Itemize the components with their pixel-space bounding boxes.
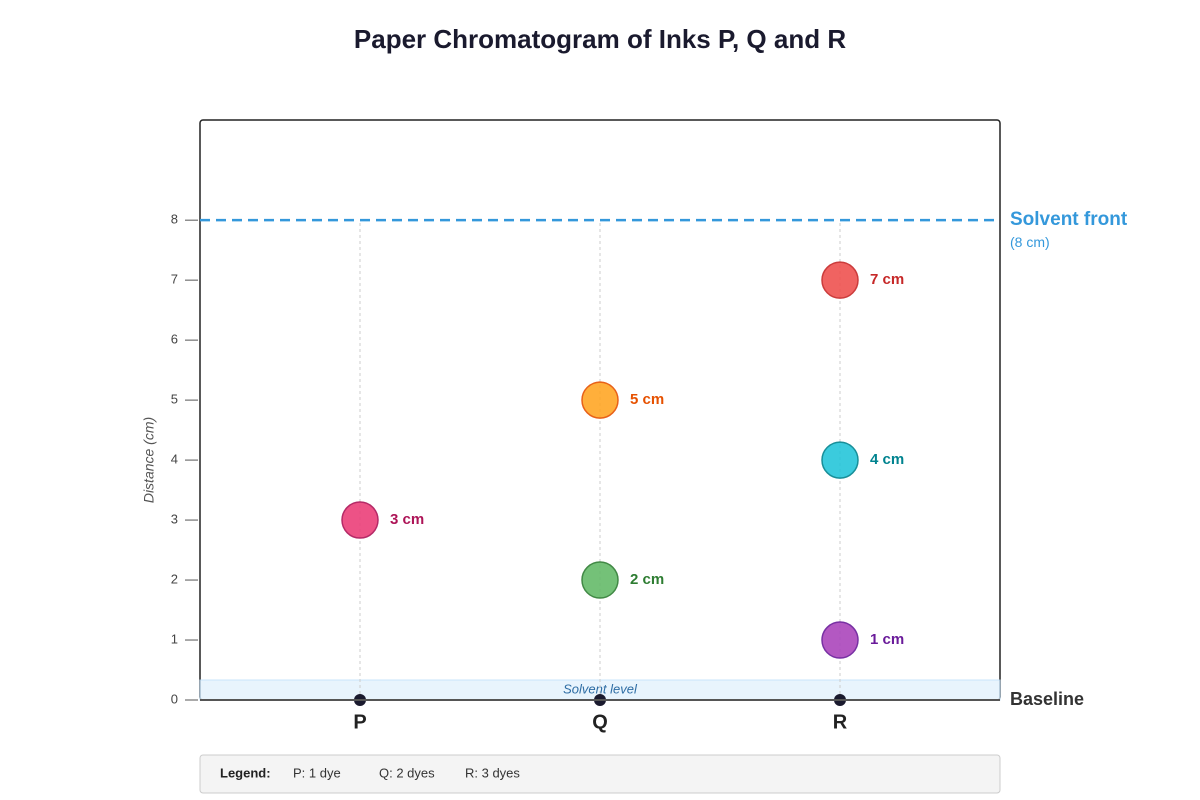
spot-label: 2 cm [630, 571, 664, 588]
spot-label: 7 cm [870, 271, 904, 288]
dye-spot [821, 441, 859, 479]
x-tick-label: R [833, 711, 848, 733]
legend-title: Legend: [220, 765, 271, 780]
legend-item: Q: 2 dyes [379, 765, 435, 780]
y-tick-label: 0 [171, 691, 178, 706]
legend-item: P: 1 dye [293, 765, 341, 780]
y-tick-label: 5 [171, 392, 178, 407]
chart-title: Paper Chromatogram of Inks P, Q and R [354, 24, 846, 54]
dye-spot [581, 381, 619, 419]
y-axis-label: Distance (cm) [141, 417, 157, 503]
y-tick-label: 2 [171, 571, 178, 586]
spot-label: 4 cm [870, 451, 904, 468]
y-tick-label: 6 [171, 332, 178, 347]
spot-label: 3 cm [390, 511, 424, 528]
dye-spot [341, 501, 379, 539]
dye-spot [581, 561, 619, 599]
dye-spot [821, 261, 859, 299]
legend-box [199, 754, 1001, 794]
y-tick-label: 1 [171, 631, 178, 646]
spot-label: 1 cm [870, 631, 904, 648]
y-tick-label: 4 [171, 452, 178, 467]
solvent-level-label: Solvent level [563, 681, 638, 696]
y-tick-label: 8 [171, 212, 178, 227]
y-tick-label: 7 [171, 272, 178, 287]
spot-label: 5 cm [630, 391, 664, 408]
solvent-front-note: (8 cm) [1010, 234, 1050, 250]
solvent-front-label: Solvent front [1010, 209, 1128, 230]
x-tick-label: P [353, 711, 366, 733]
legend-item: R: 3 dyes [465, 765, 520, 780]
x-tick-label: Q [592, 711, 608, 733]
dye-spot [821, 621, 859, 659]
y-tick-label: 3 [171, 511, 178, 526]
baseline-label: Baseline [1010, 689, 1084, 709]
